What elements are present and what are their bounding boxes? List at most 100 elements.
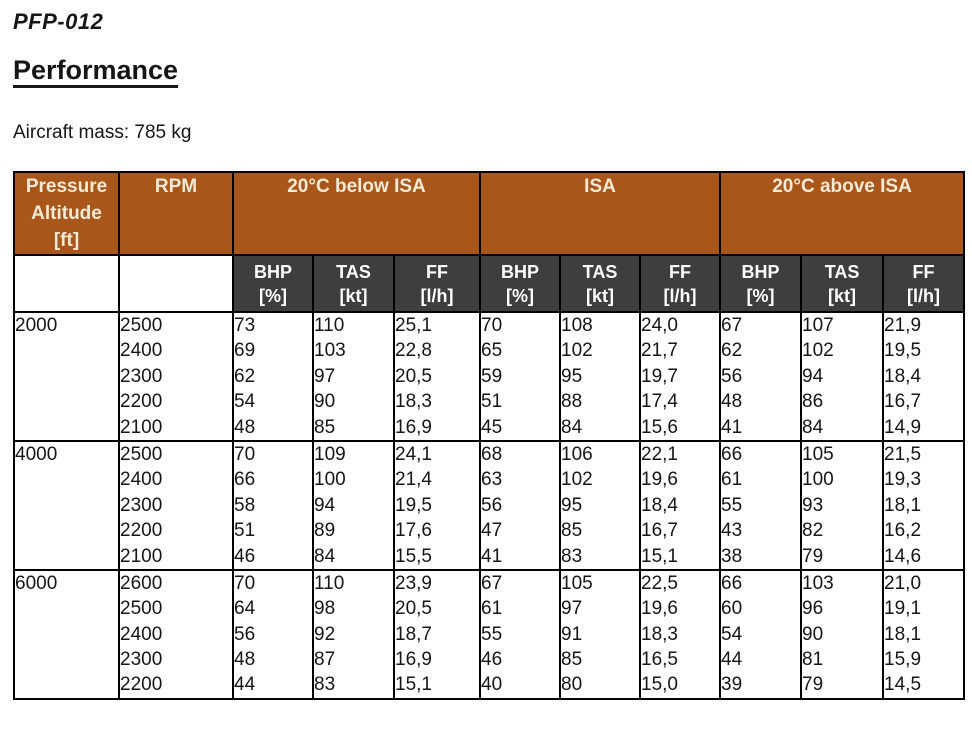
value-line: 95 bbox=[561, 365, 583, 387]
rpm-cell: 2600 2500 2400 2300 2200 bbox=[118, 568, 234, 700]
group-header-row: Pressure Altitude [ft] RPM 20°C below IS… bbox=[13, 171, 966, 256]
value-line: 95 bbox=[561, 494, 583, 516]
value-line: 20,5 bbox=[395, 365, 432, 387]
value-line: 59 bbox=[481, 365, 503, 387]
value-line: 2300 bbox=[120, 649, 163, 671]
metric-subheader-cell: TAS [kt] bbox=[312, 254, 395, 313]
header-line: [kt] bbox=[339, 285, 368, 306]
value-line: 54 bbox=[721, 623, 743, 645]
value-line: 2500 bbox=[120, 598, 163, 620]
below_isa-tas-cell: 110 98 92 87 83 bbox=[312, 568, 395, 700]
group-header-above-isa: 20°C above ISA bbox=[719, 171, 966, 256]
above_isa-bhp-cell: 66 61 55 43 38 bbox=[719, 439, 803, 571]
below_isa-bhp-cell: 73 69 62 54 48 bbox=[232, 311, 314, 442]
header-line: BHP bbox=[253, 261, 292, 282]
value-line: 15,1 bbox=[641, 545, 678, 567]
value-line: 83 bbox=[561, 545, 583, 567]
value-line: 85 bbox=[314, 416, 336, 438]
value-line: 19,5 bbox=[395, 494, 432, 516]
value-line: 22,8 bbox=[395, 340, 432, 362]
header-line: Altitude bbox=[31, 203, 102, 224]
value-line: 48 bbox=[721, 391, 743, 413]
value-line: 110 bbox=[314, 315, 345, 336]
below_isa-ff-cell: 23,9 20,5 18,7 16,9 15,1 bbox=[393, 568, 481, 700]
value-line: 18,4 bbox=[884, 365, 922, 387]
value-line: 18,3 bbox=[641, 623, 678, 645]
value-line: 98 bbox=[314, 598, 336, 620]
value-line: 48 bbox=[234, 649, 256, 671]
value-line: 90 bbox=[314, 391, 336, 413]
value-line: 46 bbox=[481, 649, 503, 671]
value-line: 15,6 bbox=[641, 416, 678, 438]
empty-subheader-cell bbox=[118, 254, 234, 313]
header-line: [l/h] bbox=[420, 285, 454, 306]
value-line: 21,5 bbox=[884, 443, 922, 465]
value-line: 18,7 bbox=[395, 623, 432, 645]
value-line: 88 bbox=[561, 391, 583, 413]
value-line: 102 bbox=[802, 340, 834, 362]
isa-bhp-cell: 67 61 55 46 40 bbox=[479, 568, 561, 700]
value-line: 2500 bbox=[120, 443, 163, 465]
value-line: 44 bbox=[721, 649, 743, 671]
value-line: 21,0 bbox=[884, 572, 922, 594]
value-line: 19,5 bbox=[884, 340, 922, 362]
value-line: 68 bbox=[481, 443, 503, 465]
value-line: 40 bbox=[481, 674, 503, 696]
value-line: 79 bbox=[802, 545, 824, 567]
value-line: 90 bbox=[802, 623, 824, 645]
value-line: 2000 bbox=[15, 315, 58, 336]
value-line: 16,7 bbox=[641, 520, 678, 542]
value-line: 100 bbox=[802, 469, 834, 491]
value-line: 21,9 bbox=[884, 315, 922, 336]
rpm-header: RPM bbox=[118, 171, 234, 256]
isa-ff-cell: 22,5 19,6 18,3 16,5 15,0 bbox=[638, 568, 722, 700]
value-line: 15,0 bbox=[641, 674, 678, 696]
header-line: [%] bbox=[746, 285, 775, 306]
value-line: 108 bbox=[561, 315, 593, 336]
value-line: 24,0 bbox=[641, 315, 678, 336]
value-line: 70 bbox=[234, 443, 256, 465]
value-line: 70 bbox=[234, 572, 256, 594]
metric-subheader-cell: TAS [kt] bbox=[559, 254, 641, 313]
header-line: TAS bbox=[336, 261, 371, 282]
header-line: TAS bbox=[582, 261, 618, 282]
value-line: 105 bbox=[802, 443, 834, 465]
value-line: 100 bbox=[314, 469, 346, 491]
header-line: [kt] bbox=[828, 285, 857, 306]
value-line: 91 bbox=[561, 623, 583, 645]
value-line: 84 bbox=[802, 416, 824, 438]
value-line: 51 bbox=[481, 391, 503, 413]
value-line: 93 bbox=[802, 494, 824, 516]
value-line: 102 bbox=[561, 340, 593, 362]
below_isa-ff-cell: 25,1 22,8 20,5 18,3 16,9 bbox=[393, 311, 481, 442]
altitude-block-row: 6000 2600 2500 2400 2300 2200 70 64 56 48 44 110 98 9… bbox=[13, 568, 966, 700]
above_isa-tas-cell: 103 96 90 81 79 bbox=[800, 568, 885, 700]
above_isa-bhp-cell: 67 62 56 48 41 bbox=[719, 311, 803, 442]
below_isa-bhp-cell: 70 66 58 51 46 bbox=[232, 439, 314, 571]
value-line: 67 bbox=[481, 572, 503, 594]
header-line: FF bbox=[669, 261, 692, 282]
value-line: 54 bbox=[234, 391, 256, 413]
value-line: 18,3 bbox=[395, 391, 432, 413]
header-line: BHP bbox=[741, 261, 780, 282]
value-line: 38 bbox=[721, 545, 743, 567]
value-line: 64 bbox=[234, 598, 256, 620]
value-line: 19,3 bbox=[884, 469, 922, 491]
value-line: 109 bbox=[314, 443, 346, 465]
value-line: 6000 bbox=[15, 572, 58, 594]
value-line: 55 bbox=[481, 623, 503, 645]
value-line: 19,1 bbox=[884, 598, 922, 620]
metric-subheader-cell: TAS [kt] bbox=[800, 254, 885, 313]
value-line: 106 bbox=[561, 443, 593, 465]
altitude-block-row: 4000 2500 2400 2300 2200 2100 70 66 58 51 46 109 100… bbox=[13, 439, 966, 571]
pressure-altitude-header: Pressure Altitude [ft] bbox=[13, 171, 120, 256]
value-line: 16,9 bbox=[395, 649, 432, 671]
value-line: 2200 bbox=[120, 674, 163, 696]
below_isa-bhp-cell: 70 64 56 48 44 bbox=[232, 568, 314, 700]
value-line: 43 bbox=[721, 520, 743, 542]
value-line: 20,5 bbox=[395, 598, 432, 620]
value-line: 2200 bbox=[120, 391, 163, 413]
value-line: 14,5 bbox=[884, 674, 922, 696]
value-line: 46 bbox=[234, 545, 256, 567]
value-line: 16,7 bbox=[884, 391, 922, 413]
